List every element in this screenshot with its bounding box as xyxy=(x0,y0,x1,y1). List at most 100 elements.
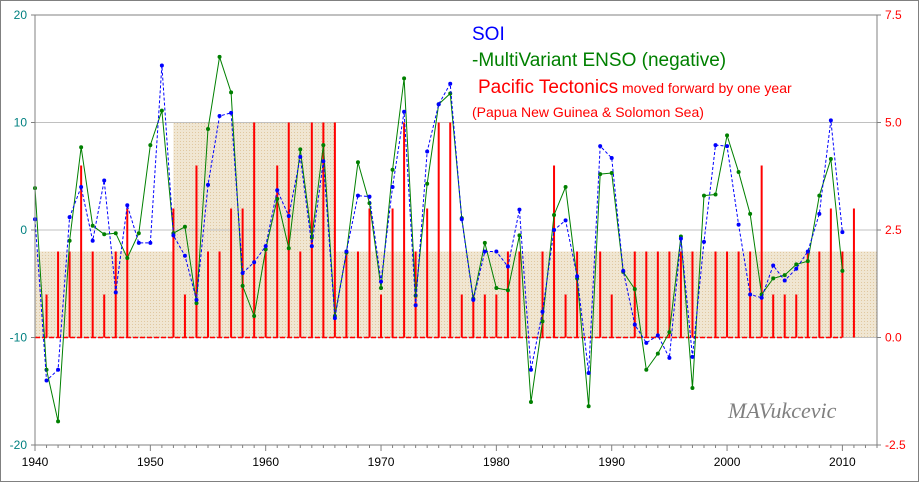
soi-point xyxy=(736,222,741,227)
mei-point xyxy=(632,287,637,292)
mei-point xyxy=(286,246,291,251)
mei-point xyxy=(528,400,533,404)
soi-point xyxy=(678,236,683,241)
mei-point xyxy=(252,314,257,318)
soi-point xyxy=(206,182,211,187)
soi-point xyxy=(332,316,337,321)
soi-point xyxy=(667,355,672,360)
mei-point xyxy=(113,231,118,236)
mei-point xyxy=(552,212,557,217)
mei-point xyxy=(206,126,211,131)
soi-point xyxy=(136,240,141,245)
author-signature: MAVukcevic xyxy=(727,398,837,423)
soi-point xyxy=(782,278,787,283)
mei-point xyxy=(79,145,84,150)
soi-point xyxy=(229,110,234,115)
mei-point xyxy=(355,160,360,165)
soi-point xyxy=(632,322,637,327)
soi-point xyxy=(459,217,464,222)
soi-point xyxy=(355,193,360,198)
soi-point xyxy=(275,188,280,193)
soi-point xyxy=(794,266,799,271)
soi-point xyxy=(298,154,303,159)
x-tick-label: 1950 xyxy=(137,455,164,469)
mei-point xyxy=(782,273,787,278)
soi-point xyxy=(805,249,810,254)
y-right-tick-label: -2.5 xyxy=(885,438,906,452)
soi-point xyxy=(390,185,395,189)
mei-point xyxy=(136,231,141,236)
soi-point xyxy=(540,309,545,314)
shaded-band xyxy=(334,251,878,338)
soi-point xyxy=(182,253,187,258)
legend-tectonics: Pacific Tectonics moved forward by one y… xyxy=(478,77,792,98)
mei-point xyxy=(321,143,326,148)
soi-point xyxy=(321,159,326,164)
x-tick-label: 1980 xyxy=(483,455,510,469)
soi-point xyxy=(90,238,95,243)
mei-point xyxy=(159,108,164,113)
mei-point xyxy=(229,90,234,95)
mei-point xyxy=(725,133,730,138)
y-right-tick-label: 7.5 xyxy=(885,8,902,22)
mei-point xyxy=(828,157,833,162)
soi-point xyxy=(194,297,199,302)
soi-point xyxy=(598,144,603,149)
series-lines xyxy=(33,54,845,424)
soi-point xyxy=(690,354,695,359)
tectonics-bars xyxy=(35,122,855,339)
x-tick-label: 2000 xyxy=(714,455,741,469)
x-tick-label: 1940 xyxy=(22,455,49,469)
mei-point xyxy=(482,240,487,245)
soi-point xyxy=(621,268,626,273)
soi-point xyxy=(828,118,833,123)
y-left-tick-label: 0 xyxy=(20,223,27,237)
y-right-tick-label: 0.0 xyxy=(885,331,902,345)
y-right-tick-label: 2.5 xyxy=(885,223,902,237)
soi-point xyxy=(575,274,580,279)
soi-point xyxy=(471,297,476,302)
mei-point xyxy=(667,330,672,335)
axes xyxy=(31,14,881,451)
soi-point xyxy=(701,239,706,244)
soi-point xyxy=(413,303,418,308)
mei-point xyxy=(794,262,799,267)
mei-point xyxy=(644,367,649,372)
soi-point xyxy=(56,367,61,372)
y-left-tick-label: 20 xyxy=(14,8,28,22)
mei-point xyxy=(736,169,741,174)
soi-point xyxy=(552,228,557,232)
soi-point xyxy=(725,144,730,149)
mei-point xyxy=(563,185,568,189)
y-right-tick-label: 5.0 xyxy=(885,116,902,130)
mei-point xyxy=(586,404,591,409)
mei-point xyxy=(448,91,453,96)
mei-point xyxy=(817,193,822,198)
mei-point xyxy=(494,286,499,291)
soi-point xyxy=(252,260,257,265)
mei-point xyxy=(425,181,430,186)
mei-point xyxy=(148,143,153,148)
soi-point xyxy=(367,194,372,199)
legend-tectonics-sub: moved forward by one year xyxy=(618,80,792,96)
x-tick-label: 1990 xyxy=(598,455,625,469)
soi-point xyxy=(840,230,845,235)
mei-point xyxy=(379,286,384,291)
soi-point xyxy=(263,244,268,249)
soi-point xyxy=(748,292,753,297)
soi-point xyxy=(586,370,591,375)
soi-point xyxy=(148,240,153,245)
soi-point xyxy=(505,264,510,269)
soi-point xyxy=(286,214,291,219)
mei-point xyxy=(701,193,706,198)
soi-point xyxy=(644,340,649,345)
soi-point xyxy=(448,81,453,86)
soi-point xyxy=(240,271,245,275)
soi-point xyxy=(528,367,533,372)
mei-point xyxy=(840,268,845,273)
mei-point xyxy=(44,367,49,372)
soi-point xyxy=(309,244,314,249)
mei-point xyxy=(90,223,95,228)
